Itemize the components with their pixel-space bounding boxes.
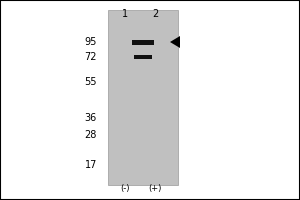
Polygon shape [170, 36, 180, 48]
Text: 72: 72 [85, 52, 97, 62]
Text: 95: 95 [85, 37, 97, 47]
Text: 36: 36 [85, 113, 97, 123]
Text: 55: 55 [85, 77, 97, 87]
Text: 17: 17 [85, 160, 97, 170]
Bar [134, 55, 152, 59]
Text: 1: 1 [122, 9, 128, 19]
Text: 28: 28 [85, 130, 97, 140]
Text: (-): (-) [120, 184, 130, 192]
Text: 2: 2 [152, 9, 158, 19]
Text: (+): (+) [148, 184, 162, 192]
Bar [132, 40, 154, 45]
Bar [108, 10, 178, 185]
